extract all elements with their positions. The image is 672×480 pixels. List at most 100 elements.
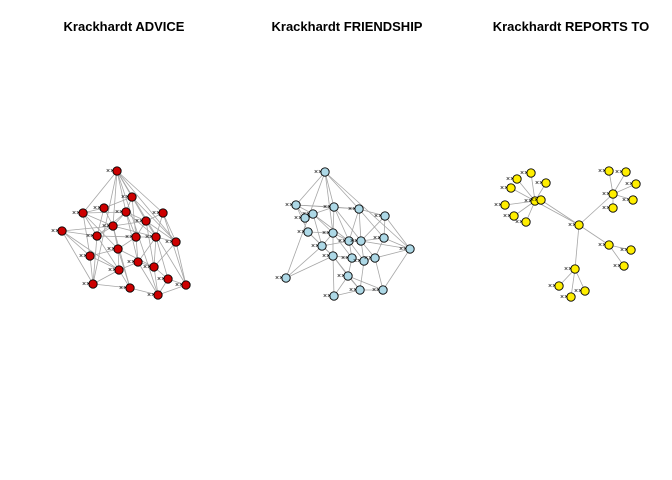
advice-node [163,274,173,284]
advice-edge [137,261,159,296]
advice-edge [61,230,98,237]
advice-node [158,208,168,218]
advice-node [127,192,137,202]
advice-edge [92,283,131,289]
friend-node-label: ×× [399,246,407,253]
reports-edge [504,200,536,206]
friendship-network: ×××× ×× ×××××××××××× ×× ×××××× ×× ×× ×××××× ××××… [275,167,415,301]
friend-edge [285,171,326,279]
friend-node [308,209,318,219]
friend-node [328,251,338,261]
reports-node [619,261,629,271]
advice-edge [145,220,155,268]
advice-node [121,207,131,217]
advice-edge [155,236,169,280]
reports-node-label: ×× [622,197,630,204]
advice-node [114,265,124,275]
reports-node [512,174,522,184]
reports-node-label: ×× [574,288,582,295]
friend-node [370,253,380,263]
friend-node-label: ×× [349,287,357,294]
advice-edge [157,284,187,296]
reports-node [604,166,614,176]
reports-node [521,217,531,227]
advice-node-label: ×× [135,218,143,225]
advice-node [151,232,161,242]
reports-node [626,245,636,255]
reports-node-label: ×× [500,185,508,192]
friend-node [328,228,338,238]
reports-node-label: ×× [615,169,623,176]
reports-node-label: ×× [506,176,514,183]
friend-edge [382,248,411,291]
reports-node-label: ×× [520,170,528,177]
friend-node-label: ×× [350,238,358,245]
advice-node [108,221,118,231]
friend-node-label: ×× [297,229,305,236]
friend-node-label: ×× [372,287,380,294]
advice-edge [153,266,159,296]
reports-node [608,189,618,199]
advice-node-label: ×× [107,246,115,253]
reports-node [608,203,618,213]
advice-edge [92,235,98,285]
reports-edge [578,224,610,246]
advice-node-label: ×× [106,168,114,175]
advice-node [88,279,98,289]
advice-edge [89,248,119,257]
reports-edge [574,224,580,270]
friend-node-label: ×× [374,213,382,220]
advice-node [99,203,109,213]
reports-node-label: ×× [602,191,610,198]
friend-edge [324,171,335,208]
friendship-panel-title: Krackhardt FRIENDSHIP [271,19,423,34]
advice-edge [112,170,118,227]
reports-node-label: ×× [625,181,633,188]
reports-node-label: ×× [564,266,572,273]
reports-node-label: ×× [515,219,523,226]
friend-node [329,202,339,212]
friend-node [379,233,389,243]
advice-node-label: ×× [119,285,127,292]
advice-edge [137,236,157,263]
friend-node [405,244,415,254]
advice-edge [92,170,118,285]
advice-edge [116,170,177,243]
friend-node-label: ×× [311,243,319,250]
reports-node-label: ×× [548,283,556,290]
advice-edge [92,269,120,285]
friend-edge [324,171,411,250]
advice-node-label: ×× [143,264,151,271]
friend-edge [285,255,334,279]
advice-node-label: ×× [79,253,87,260]
friend-edge [333,206,350,242]
friend-node [303,227,313,237]
reports-node [628,195,638,205]
friend-edge [383,237,411,250]
friend-node [354,204,364,214]
advice-node-label: ×× [86,233,94,240]
advice-node-label: ×× [125,234,133,241]
friend-node [359,256,369,266]
friend-node [317,241,327,251]
advice-node [153,290,163,300]
reports-node-label: ×× [568,222,576,229]
reports-node [580,286,590,296]
friend-node [344,236,354,246]
advice-edge [61,230,94,285]
advice-edge [175,241,187,286]
friend-edge [295,204,360,210]
friend-edge [359,260,365,291]
advice-node [125,283,135,293]
advice-edge [82,212,119,250]
reports-node-label: ×× [598,168,606,175]
advice-node-label: ×× [115,209,123,216]
advice-node-label: ×× [82,281,90,288]
friend-node-label: ×× [338,238,346,245]
advice-edge [116,170,187,286]
friend-node-label: ×× [322,253,330,260]
advice-edge [96,235,137,238]
advice-edge [116,170,127,213]
friend-node-label: ×× [373,235,381,242]
advice-edge [82,212,114,227]
